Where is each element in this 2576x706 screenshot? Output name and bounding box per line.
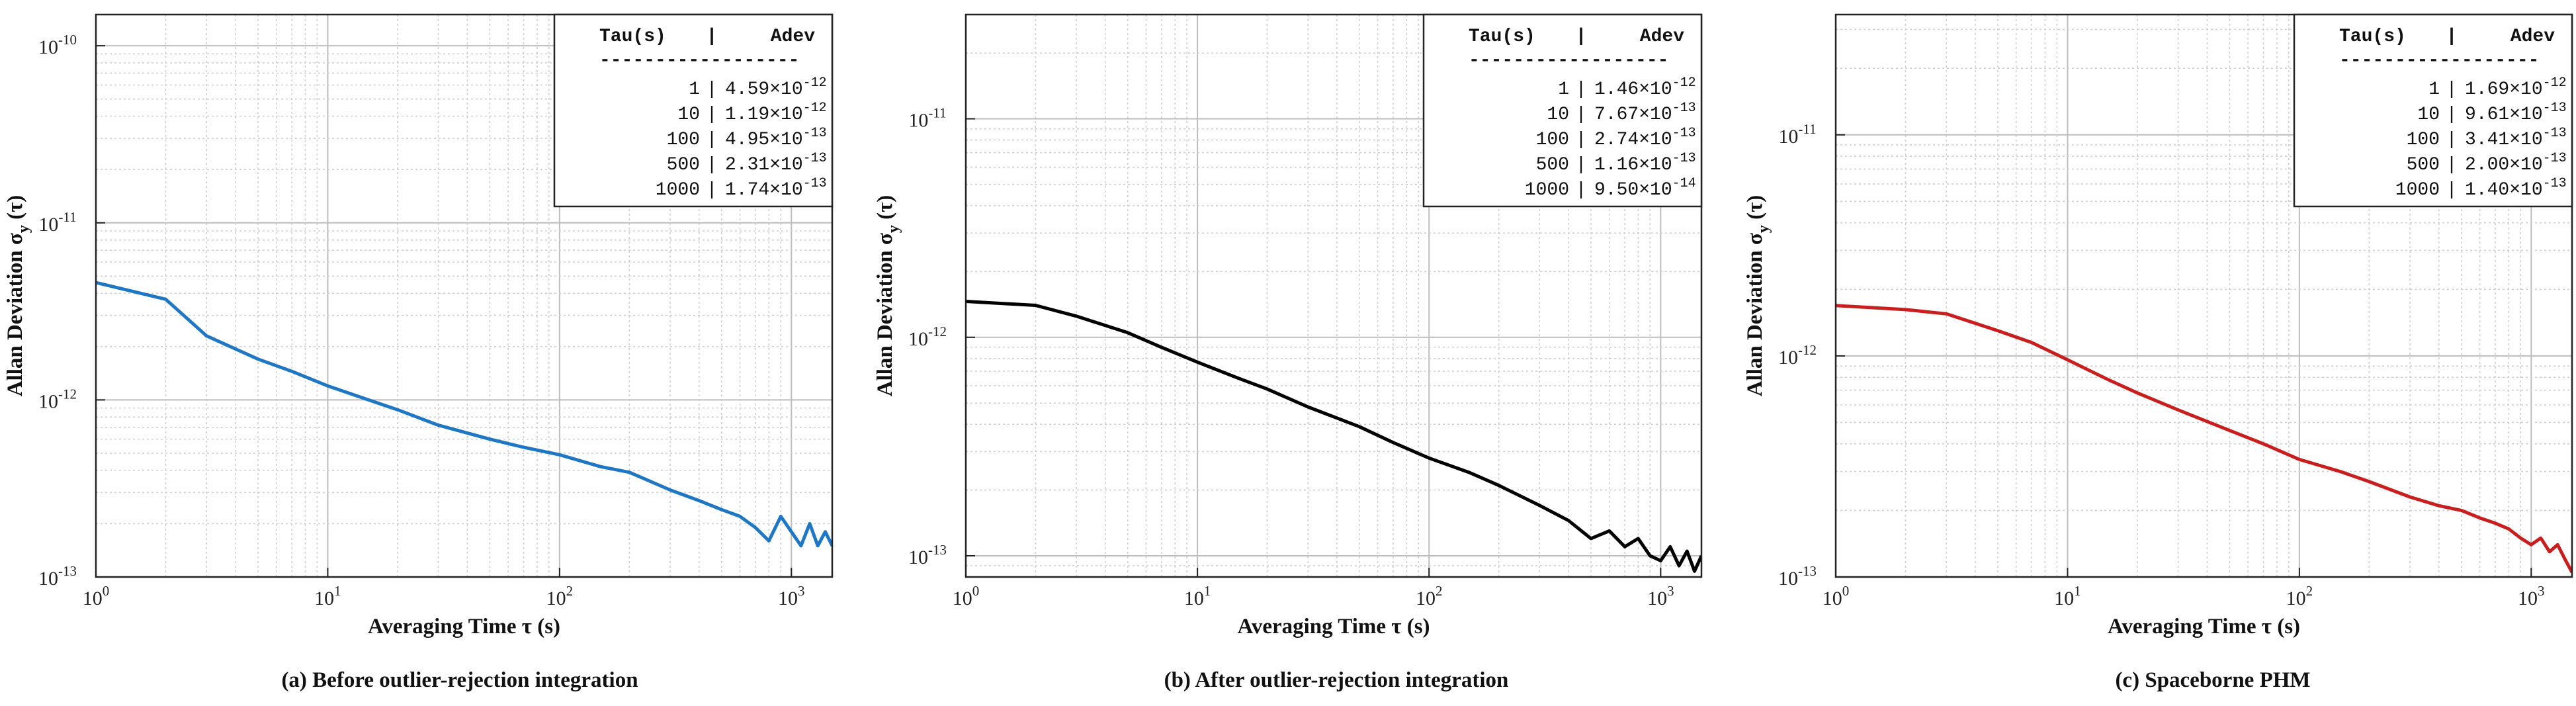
table-cell-tau: 10: [1547, 105, 1569, 125]
x-tick-label: 100: [1823, 583, 1850, 609]
table-cell-sep: |: [2446, 155, 2458, 175]
table-cell-adev: 1.46×10-12: [1594, 75, 1696, 100]
table-cell-tau: 1000: [2395, 180, 2440, 200]
table-divider: ------------------: [599, 50, 799, 71]
x-tick-label: 102: [546, 583, 574, 609]
table-cell-sep: |: [1576, 180, 1587, 200]
series-line: [966, 300, 1701, 573]
y-tick-label: 10-10: [38, 32, 77, 58]
y-tick-label: 10-12: [1778, 342, 1817, 369]
table-header-sep: |: [707, 26, 718, 47]
table-cell-sep: |: [707, 79, 718, 100]
series-line: [1836, 304, 2572, 574]
table-cell-tau: 1: [2428, 79, 2440, 100]
x-axis-label: Averaging Time τ (s): [2108, 615, 2300, 639]
series-line: [96, 281, 832, 548]
table-cell-sep: |: [1576, 79, 1587, 100]
table-cell-adev: 1.69×10-12: [2465, 75, 2567, 100]
table-cell-sep: |: [707, 130, 718, 150]
x-tick-label: 100: [953, 583, 980, 609]
plot-frame: [1834, 13, 2573, 578]
x-tick-label: 103: [2518, 583, 2545, 609]
y-tick-label: 10-12: [908, 324, 947, 350]
table-cell-sep: |: [2446, 105, 2458, 125]
table-cell-adev: 2.00×10-13: [2465, 151, 2567, 175]
y-axis-label: Allan Deviation σy (τ): [1743, 195, 1772, 397]
table-cell-sep: |: [1576, 105, 1587, 125]
table-header-adev: Adev: [771, 26, 815, 47]
y-axis-label: Allan Deviation σy (τ): [3, 195, 32, 397]
y-tick-label: 10-11: [908, 105, 946, 132]
table-cell-tau: 500: [2407, 155, 2440, 175]
table-cell-tau: 1: [689, 79, 700, 100]
x-axis-label: Averaging Time τ (s): [368, 615, 560, 639]
table-cell-tau: 10: [677, 105, 700, 125]
x-tick-label: 100: [83, 583, 110, 609]
table-cell-sep: |: [2446, 79, 2458, 100]
adev-table: Tau(s) | Adev------------------1 | 4.59×10-1…: [553, 13, 834, 208]
table-cell-sep: |: [2446, 180, 2458, 200]
table-divider: ------------------: [2339, 50, 2539, 71]
table-header-tau: Tau(s): [2339, 26, 2406, 47]
x-tick-label: 101: [2054, 583, 2081, 609]
table-cell-sep: |: [1576, 130, 1587, 150]
table-cell-sep: |: [707, 105, 718, 125]
table-cell-sep: |: [707, 155, 718, 175]
table-cell-tau: 1000: [656, 180, 700, 200]
table-header-adev: Adev: [1640, 26, 1684, 47]
table-header-tau: Tau(s): [1469, 26, 1535, 47]
table-box: [1422, 13, 1703, 208]
y-tick-label: 10-11: [1778, 121, 1816, 148]
y-tick-label: 10-13: [1778, 563, 1817, 590]
table-cell-tau: 100: [2407, 130, 2440, 150]
x-tick-label: 101: [314, 583, 341, 609]
table-header-tau: Tau(s): [599, 26, 666, 47]
table-header-sep: |: [1576, 26, 1587, 47]
caption-a: (a) Before outlier-rejection integration: [281, 668, 638, 692]
caption-b: (b) After outlier-rejection integration: [1164, 668, 1509, 692]
x-tick-label: 101: [1184, 583, 1211, 609]
table-cell-sep: |: [707, 180, 718, 200]
table-cell-tau: 500: [1536, 155, 1569, 175]
table-box: [553, 13, 834, 208]
table-cell-tau: 100: [1536, 130, 1569, 150]
plot-frame: [965, 13, 1703, 578]
table-cell-sep: |: [2446, 130, 2458, 150]
table-cell-adev: 4.95×10-13: [725, 126, 827, 150]
adev-table: Tau(s) | Adev ------------------ 1 | 1.46×10-1…: [1422, 13, 1703, 208]
table-cell-tau: 1000: [1525, 180, 1569, 200]
table-header-adev: Adev: [2511, 26, 2555, 47]
adev-table: Tau(s) | Adev ------------------ 1 | 1.69×10-1…: [2293, 13, 2573, 208]
plot-frame: [95, 13, 834, 578]
table-cell-tau: 10: [2417, 105, 2440, 125]
table-cell-tau: 500: [667, 155, 700, 175]
table-cell-adev: 3.41×10-13: [2465, 126, 2567, 150]
x-tick-label: 103: [778, 583, 805, 609]
y-tick-label: 10-12: [38, 386, 77, 412]
table-box: [2293, 13, 2573, 208]
y-axis-label: Allan Deviation σy (τ): [873, 195, 902, 397]
table-divider: ------------------: [1469, 50, 1668, 71]
x-tick-label: 102: [2286, 583, 2313, 609]
caption-c: (c) Spaceborne PHM: [2115, 668, 2311, 692]
x-tick-label: 102: [1416, 583, 1443, 609]
table-cell-sep: |: [1576, 155, 1587, 175]
table-cell-adev: 1.19×10-12: [725, 101, 827, 125]
table-cell-tau: 100: [667, 130, 700, 150]
table-header-sep: |: [2446, 26, 2458, 47]
chart-panel-0: 100 101 102 10310-1310-1210-1110-10Averagin…: [3, 13, 834, 639]
table-cell-tau: 1: [1558, 79, 1569, 100]
y-tick-label: 10-11: [38, 209, 76, 236]
y-tick-label: 10-13: [38, 563, 77, 590]
x-tick-label: 103: [1647, 583, 1674, 609]
x-axis-label: Averaging Time τ (s): [1237, 615, 1430, 639]
y-tick-label: 10-13: [908, 542, 947, 568]
